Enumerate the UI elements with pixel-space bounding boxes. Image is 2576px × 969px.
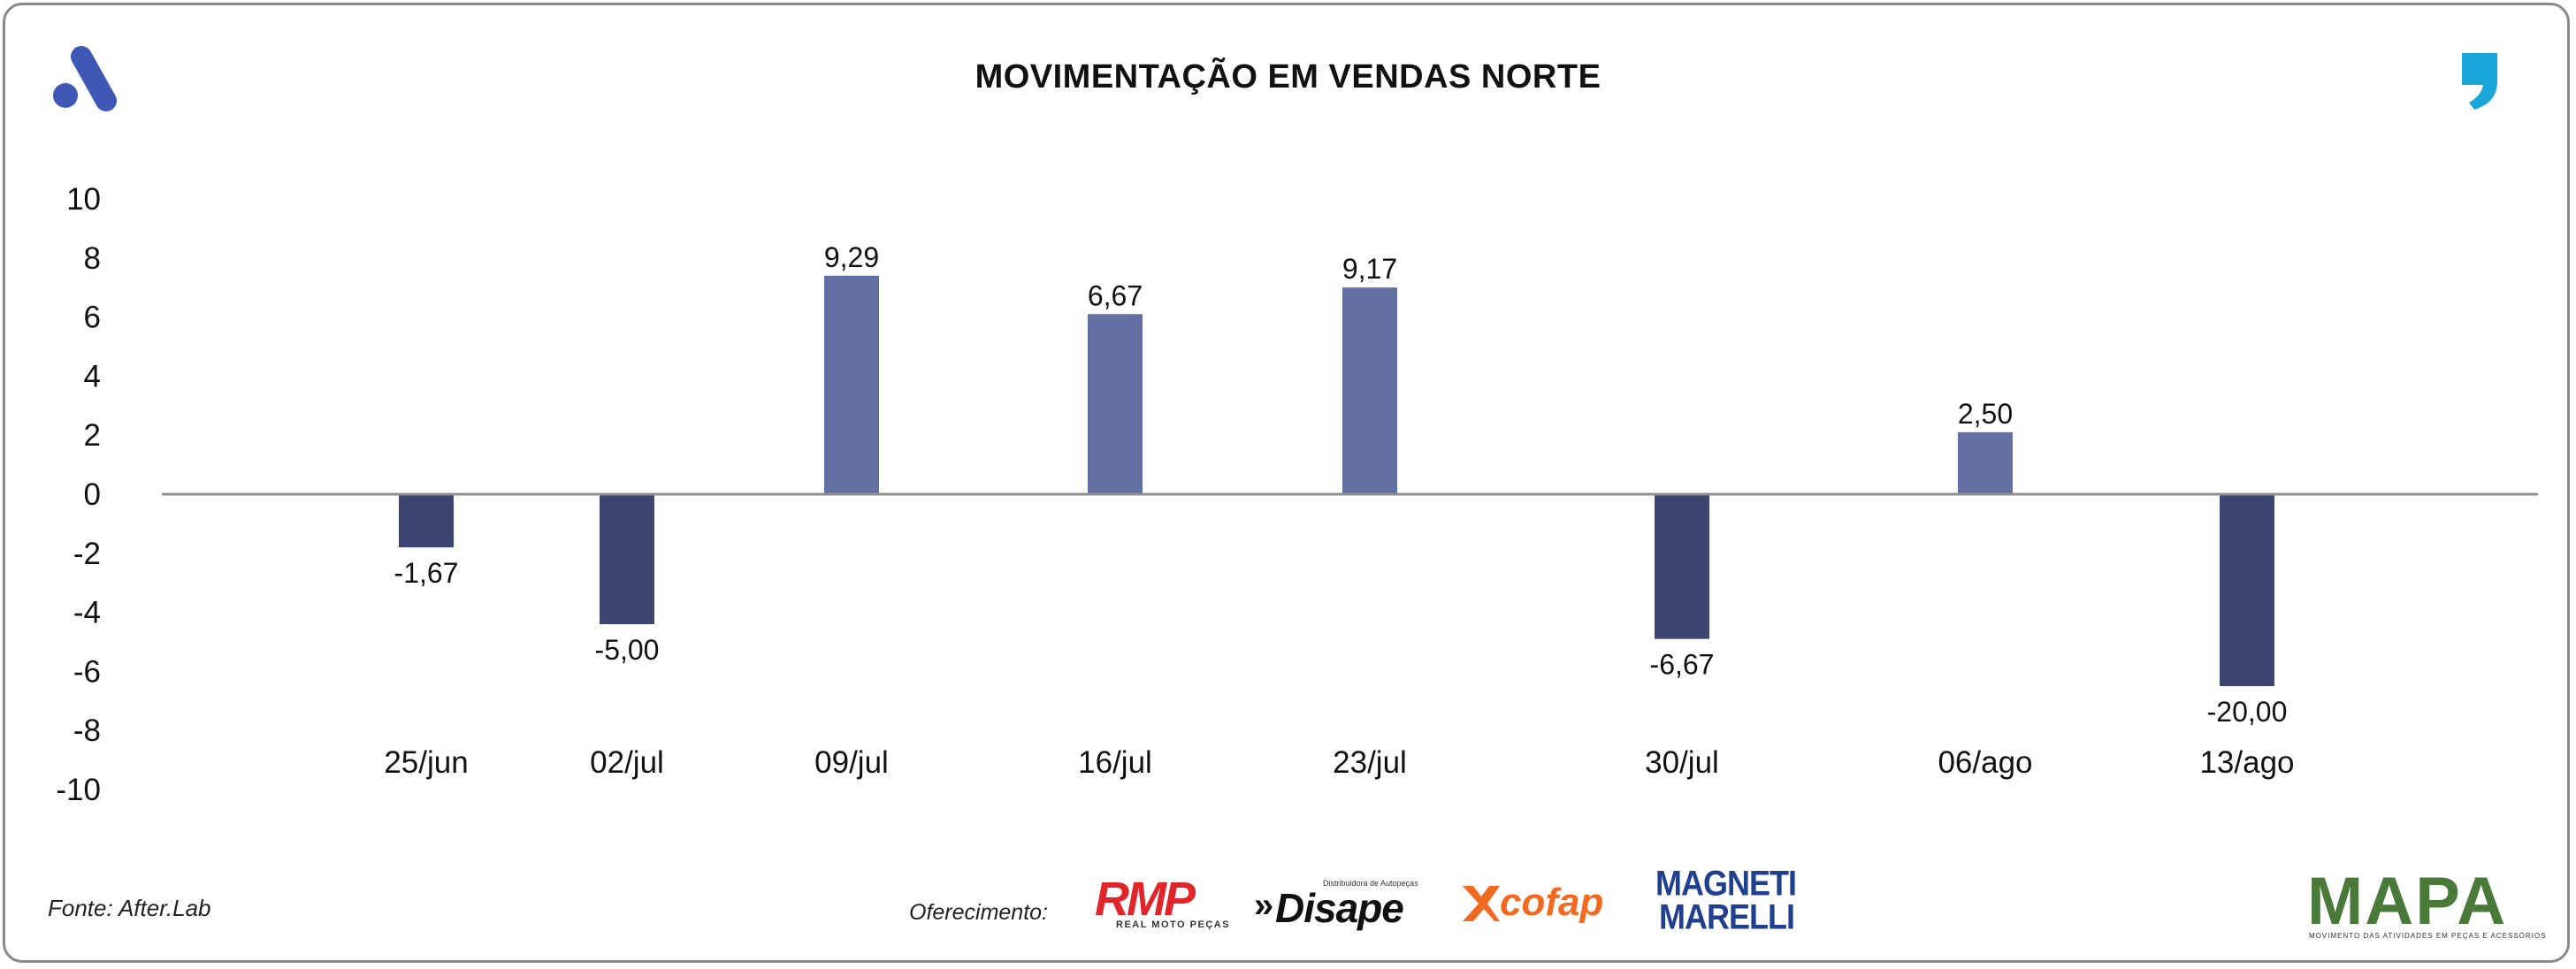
y-tick-label: -10 <box>56 773 101 807</box>
data-label: -20,00 <box>2207 696 2288 728</box>
magneti-marelli-logo: MAGNETI MARELLI <box>1654 863 1797 936</box>
y-tick-label: -2 <box>73 537 101 571</box>
y-tick-label: 0 <box>84 477 101 512</box>
data-label: 6,67 <box>1088 279 1143 311</box>
y-tick-label: 4 <box>84 359 101 393</box>
bar <box>600 494 654 624</box>
x-tick-label: 23/jul <box>1333 745 1407 780</box>
chart-card <box>3 3 2570 963</box>
y-tick-label: 8 <box>84 241 101 276</box>
data-label: 9,29 <box>824 241 879 273</box>
mapa-logo-subtitle: MOVIMENTO DAS ATIVIDADES EM PEÇAS E ACES… <box>2309 932 2547 940</box>
bar <box>2220 494 2274 687</box>
x-tick-label: 06/ago <box>1938 745 2032 780</box>
x-tick-label: 25/jun <box>384 745 468 780</box>
rmp-logo-text: RMP <box>1095 873 1196 926</box>
rmp-logo-subtitle: REAL MOTO PEÇAS <box>1116 919 1231 930</box>
cofap-logo: cofap <box>1461 881 1638 925</box>
data-label: 9,17 <box>1342 253 1397 285</box>
bar <box>824 275 879 494</box>
data-label: -6,67 <box>1650 649 1715 681</box>
x-tick-label: 13/ago <box>2199 745 2294 780</box>
bar <box>399 494 454 548</box>
y-tick-label: -4 <box>73 596 101 630</box>
chart-title: MOVIMENTAÇÃO EM VENDAS NORTE <box>975 58 1601 95</box>
rmp-logo: RMP REAL MOTO PEÇAS <box>1095 873 1231 934</box>
source-note: Fonte: After.Lab <box>48 895 211 921</box>
mapa-logo-text: MAPA <box>2307 864 2508 939</box>
y-tick-label: -6 <box>73 654 101 689</box>
disape-chevron-icon: » <box>1254 886 1274 925</box>
quote-mark-icon <box>2462 53 2497 110</box>
cofap-x-icon <box>1463 886 1500 921</box>
magneti-line2: MARELLI <box>1659 897 1795 937</box>
data-label: 2,50 <box>1958 398 2013 430</box>
mapa-logo: MAPA MOVIMENTO DAS ATIVIDADES EM PEÇAS E… <box>2304 864 2545 944</box>
x-tick-label: 16/jul <box>1078 745 1152 780</box>
y-tick-label: 2 <box>84 418 101 453</box>
bar <box>1088 314 1143 494</box>
bar <box>1655 494 1709 639</box>
bar <box>1958 431 2013 494</box>
sponsor-label: Oferecimento: <box>909 900 1049 925</box>
data-label: -1,67 <box>394 557 459 589</box>
x-tick-label: 09/jul <box>814 745 889 780</box>
y-tick-label: 6 <box>84 301 101 335</box>
disape-logo-subtitle: Distribuidora de Autopeças <box>1323 879 1418 888</box>
disape-logo: Distribuidora de Autopeças » Disape <box>1254 879 1431 931</box>
x-tick-label: 02/jul <box>590 745 664 780</box>
bar <box>1342 287 1397 494</box>
x-tick-label: 30/jul <box>1645 745 1719 780</box>
brand-logo-icon <box>53 46 117 111</box>
cofap-logo-text: cofap <box>1500 881 1604 924</box>
data-label: -5,00 <box>595 634 660 666</box>
disape-logo-text: Disape <box>1275 885 1404 931</box>
magneti-line1: MAGNETI <box>1655 863 1797 904</box>
y-tick-label: 10 <box>66 182 101 217</box>
y-tick-label: -8 <box>73 713 101 748</box>
